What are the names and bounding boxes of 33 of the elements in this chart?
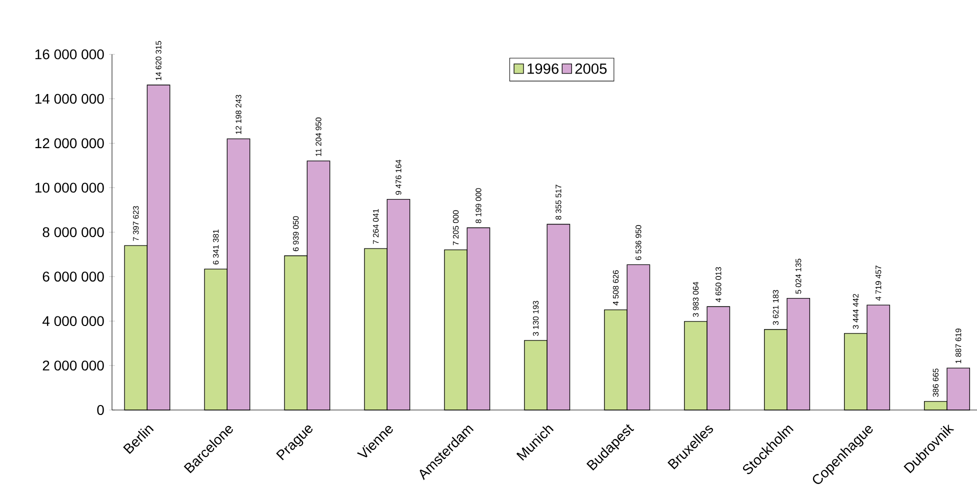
y-tick-label: 8 000 000	[42, 227, 104, 238]
data-label: 11 204 950	[316, 118, 322, 156]
y-tick-label: 10 000 000	[35, 182, 104, 193]
data-label: 7 397 623	[133, 206, 139, 241]
data-label: 7 205 000	[452, 210, 459, 246]
data-label: 3 444 442	[852, 294, 859, 329]
data-label: 7 264 041	[372, 209, 379, 244]
data-label: 6 341 381	[213, 230, 219, 264]
legend-label: 1996	[528, 64, 558, 74]
y-tick-label: 12 000 000	[35, 138, 104, 148]
data-label: 1 887 619	[956, 328, 962, 364]
y-tick-label: 14 000 000	[35, 94, 104, 104]
data-label: 4 719 457	[876, 266, 882, 301]
y-tick-label: 6 000 000	[42, 272, 104, 282]
data-label: 3 130 193	[532, 300, 539, 336]
data-label: 8 199 000	[476, 188, 482, 224]
data-label: 386 665	[932, 368, 939, 397]
data-label: 8 355 517	[556, 184, 562, 220]
y-tick-label: 0	[97, 405, 104, 415]
data-label: 9 476 164	[396, 160, 402, 195]
data-label: 6 536 950	[636, 225, 642, 260]
data-label: 4 650 013	[716, 267, 722, 302]
data-label: 14 620 315	[156, 41, 162, 80]
legend-label: 2005	[575, 64, 607, 74]
data-label: 12 198 243	[236, 94, 242, 134]
y-tick-label: 4 000 000	[42, 316, 104, 326]
data-label: 6 939 050	[292, 216, 299, 252]
data-label: 4 508 626	[612, 270, 619, 306]
data-label: 5 024 135	[796, 258, 802, 294]
data-label: 3 983 064	[692, 282, 699, 317]
y-tick-label: 16 000 000	[35, 49, 104, 60]
data-label: 3 621 183	[772, 290, 779, 325]
y-tick-label: 2 000 000	[42, 360, 104, 371]
